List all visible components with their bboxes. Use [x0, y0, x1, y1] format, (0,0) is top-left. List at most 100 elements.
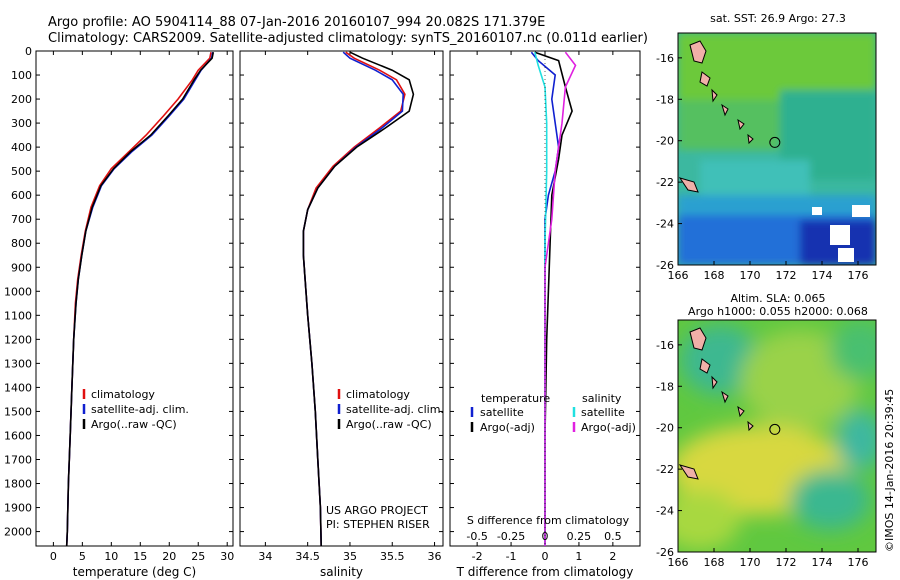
map-x-tick-label: 170 — [740, 556, 761, 569]
map-x-tick-label: 176 — [848, 556, 869, 569]
x-tick-label: -1 — [506, 550, 517, 563]
x-tick-label: 34.5 — [295, 550, 320, 563]
y-tick-label: 1300 — [4, 357, 32, 370]
y-tick-label: 1200 — [4, 333, 32, 346]
legend-label: satellite-adj. clim. — [346, 403, 444, 416]
s-tick-label: 0.5 — [604, 530, 622, 543]
x-tick-label: 15 — [133, 550, 147, 563]
legend-label: climatology — [91, 388, 155, 401]
map-x-tick-label: 172 — [776, 269, 797, 282]
sla-map-ticks: 166 168 170 172 174 176 -16 -18 -20 -22 -24 -26 — [656, 339, 868, 569]
x-tick-label: 20 — [162, 550, 176, 563]
y-tick-label: 500 — [11, 165, 32, 178]
series-line — [544, 51, 577, 546]
x-tick-label: 30 — [220, 550, 234, 563]
map-y-tick-label: -26 — [656, 259, 674, 272]
s-axis-label: S difference from climatology — [467, 514, 630, 527]
sst-map-ticks: 166 168 170 172 174 176 -16 -18 -20 -22 -24 -26 — [656, 52, 868, 282]
argo-position-marker — [769, 423, 781, 435]
legend-label: satellite-adj. clim. — [91, 403, 189, 416]
x-tick-label: 10 — [104, 550, 118, 563]
map-y-tick-label: -20 — [656, 422, 674, 435]
s-tick-label: -0.25 — [497, 530, 525, 543]
map-y-tick-label: -24 — [656, 218, 674, 231]
map-x-tick-label: 172 — [776, 556, 797, 569]
legend-label: Argo(-adj) — [480, 421, 535, 434]
y-tick-label: 0 — [25, 45, 32, 58]
x-tick-label: 35.5 — [380, 550, 405, 563]
y-tick-label: 200 — [11, 93, 32, 106]
y-tick-label: 300 — [11, 117, 32, 130]
map-y-tick-label: -20 — [656, 135, 674, 148]
series-line — [65, 52, 215, 547]
x-tick-label: 36 — [428, 550, 442, 563]
y-tick-label: 800 — [11, 237, 32, 250]
y-tick-label: 1900 — [4, 502, 32, 515]
legend-title-t: temperature — [481, 392, 550, 405]
imos-stamp: ©IMOS 14-Jan-2016 20:39:45 — [883, 389, 896, 552]
s-tick-label: -0.5 — [466, 530, 487, 543]
s-tick-label: 0.25 — [567, 530, 592, 543]
x-tick-label: 1 — [575, 550, 582, 563]
argo-position-marker — [769, 136, 781, 148]
map-y-tick-label: -16 — [656, 339, 674, 352]
map-y-tick-label: -18 — [656, 93, 674, 106]
y-tick-label: 1700 — [4, 453, 32, 466]
x-tick-label: 35 — [343, 550, 357, 563]
map-x-tick-label: 166 — [668, 269, 689, 282]
temperature-panel: 0100200300400500600700800900100011001200… — [4, 45, 234, 579]
plot-frame — [35, 50, 234, 547]
difference-panel: -2 -1 0 1 2 T difference from climatology -0.5… — [449, 50, 641, 579]
map-y-tick-label: -16 — [656, 52, 674, 65]
y-tick-label: 1500 — [4, 405, 32, 418]
x-tick-label: 5 — [79, 550, 86, 563]
y-tick-label: 1800 — [4, 478, 32, 491]
x-axis-label: temperature (deg C) — [73, 565, 196, 579]
legend-title-s: salinity — [582, 392, 622, 405]
y-tick-label: 1600 — [4, 429, 32, 442]
map-y-tick-label: -26 — [656, 546, 674, 559]
y-tick-label: 900 — [11, 261, 32, 274]
x-axis-label: T difference from climatology — [456, 565, 634, 579]
y-tick-label: 100 — [11, 69, 32, 82]
legend-label: Argo(..raw -QC) — [91, 418, 177, 431]
map-x-tick-label: 170 — [740, 269, 761, 282]
y-tick-label: 1000 — [4, 285, 32, 298]
x-tick-label: 0 — [50, 550, 57, 563]
x-tick-label: 2 — [609, 550, 616, 563]
s-tick-label: 0 — [542, 530, 549, 543]
map-y-tick-label: -22 — [656, 176, 674, 189]
legend-label: Argo(..raw -QC) — [346, 418, 432, 431]
pi-annotation: PI: STEPHEN RISER — [326, 518, 430, 531]
map-x-tick-label: 166 — [668, 556, 689, 569]
map-x-tick-label: 168 — [704, 556, 725, 569]
sst-title: sat. SST: 26.9 Argo: 27.3 — [710, 12, 846, 25]
y-tick-label: 400 — [11, 141, 32, 154]
legend-label: Argo(-adj) — [581, 421, 636, 434]
header-line1: Argo profile: AO 5904114_88 07-Jan-2016 … — [48, 15, 545, 30]
x-tick-label: -2 — [472, 550, 483, 563]
y-tick-label: 1400 — [4, 381, 32, 394]
y-tick-label: 2000 — [4, 526, 32, 539]
header-line2: Climatology: CARS2009. Satellite-adjuste… — [48, 31, 648, 46]
sla-title: Altim. SLA: 0.065 — [730, 292, 825, 305]
legend-label: climatology — [346, 388, 410, 401]
y-tick-label: 600 — [11, 189, 32, 202]
map-x-tick-label: 174 — [812, 556, 833, 569]
x-tick-label: 25 — [191, 550, 205, 563]
project-annotation: US ARGO PROJECT — [326, 504, 428, 517]
y-tick-label: 700 — [11, 213, 32, 226]
y-tick-label: 1100 — [4, 309, 32, 322]
map-x-tick-label: 176 — [848, 269, 869, 282]
map-x-tick-label: 174 — [812, 269, 833, 282]
legend-label: satellite — [480, 406, 524, 419]
series-line — [302, 51, 415, 547]
legend-label: satellite — [581, 406, 625, 419]
salinity-panel: 34 34.5 35 35.5 36 salinity climatology satelli… — [239, 50, 444, 579]
sla-map: Altim. SLA: 0.065 Argo h1000: 0.055 h200… — [656, 292, 877, 569]
map-y-tick-label: -18 — [656, 380, 674, 393]
sla-subtitle: Argo h1000: 0.055 h2000: 0.068 — [688, 305, 868, 318]
sst-map: sat. SST: 26.9 Argo: 27.3 166 168 170 172 17… — [656, 12, 877, 282]
x-tick-label: 34 — [258, 550, 272, 563]
